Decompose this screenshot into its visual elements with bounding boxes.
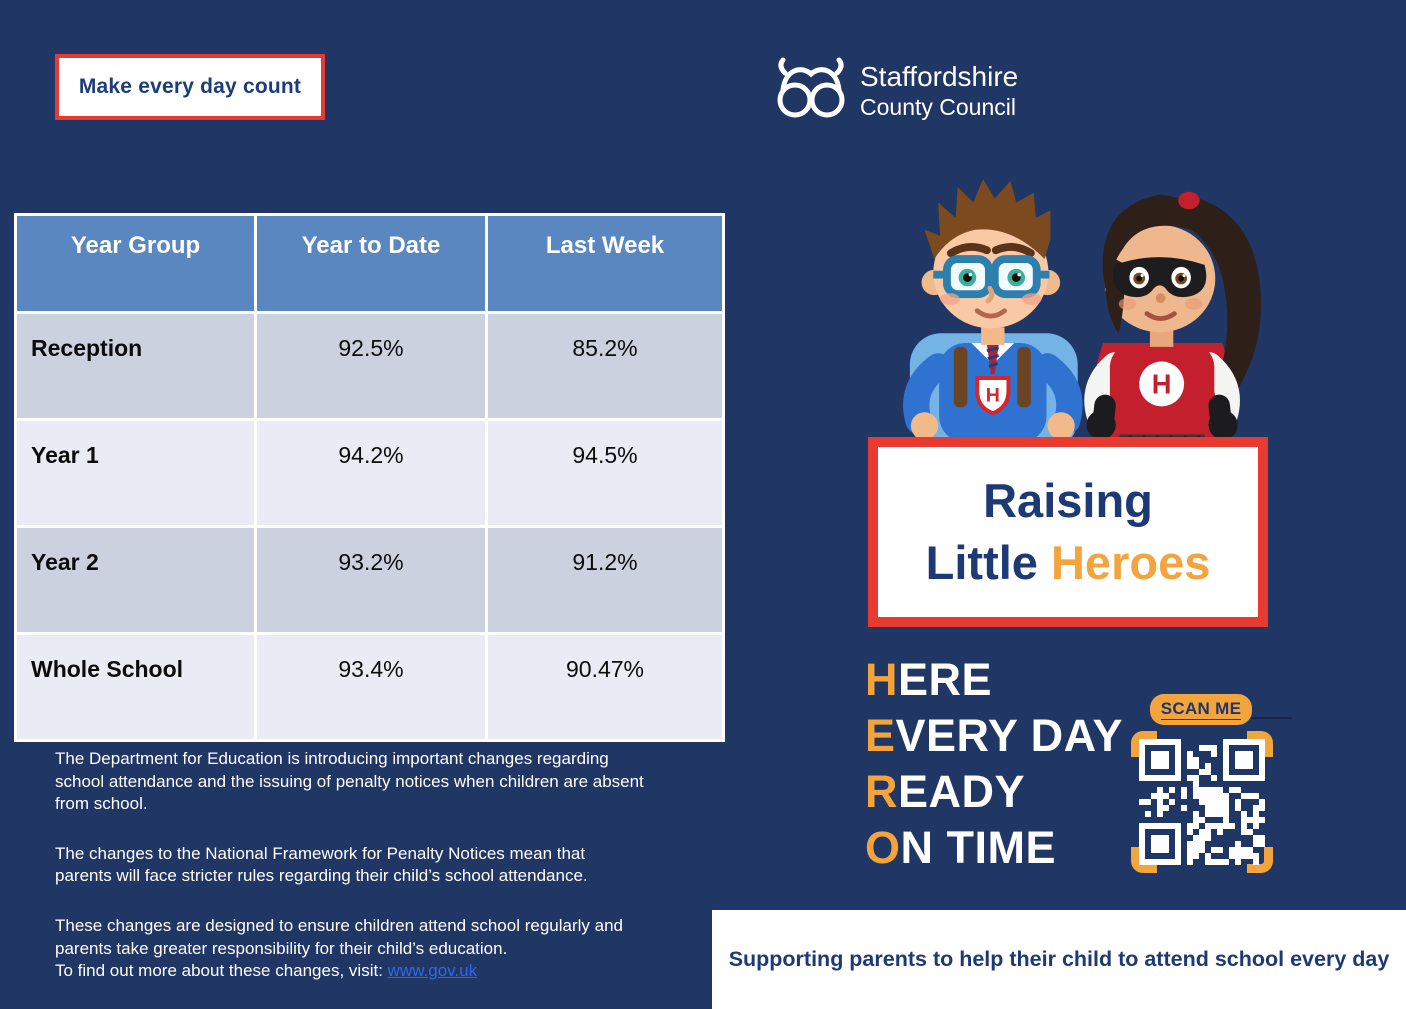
- header-last-week: Last Week: [488, 216, 722, 311]
- logo-line-2: County Council: [860, 93, 1016, 120]
- year-group-cell: Year 1: [17, 421, 254, 525]
- logo-line-1: Staffordshire: [860, 61, 1019, 92]
- acrostic-line-3: READY: [865, 764, 1123, 820]
- year-to-date-cell: 93.4%: [257, 635, 485, 739]
- qr-corner-bracket-top-left: [1131, 731, 1157, 757]
- footer-text: Supporting parents to help their child t…: [728, 947, 1390, 971]
- header-year-to-date: Year to Date: [257, 216, 485, 311]
- last-week-cell: 91.2%: [488, 528, 722, 632]
- acrostic-rest: EADY: [898, 766, 1026, 817]
- year-group-cell: Whole School: [17, 635, 254, 739]
- make-every-day-count-badge: Make every day count: [55, 54, 325, 120]
- attendance-table: Year Group Year to Date Last Week Recept…: [14, 213, 725, 742]
- acrostic-initial: O: [865, 822, 901, 873]
- info-paragraph-2: The changes to the National Framework fo…: [55, 843, 588, 886]
- acrostic-initial: H: [865, 654, 898, 705]
- gov-uk-link[interactable]: www.gov.uk: [387, 961, 478, 981]
- last-week-cell: 90.47%: [488, 635, 722, 739]
- info-paragraphs: The Department for Education is introduc…: [55, 748, 645, 1009]
- hero-boy: H: [903, 179, 1083, 453]
- acrostic-initial: E: [865, 710, 896, 761]
- qr-code-pattern: [1139, 739, 1265, 865]
- scan-me-underline: [1252, 717, 1292, 719]
- table-row: Year 2 93.2% 91.2%: [17, 528, 722, 632]
- hero-acrostic: HERE EVERY DAY READY ON TIME: [865, 652, 1123, 876]
- info-paragraph-3: These changes are designed to ensure chi…: [55, 915, 645, 983]
- table-row: Year 1 94.2% 94.5%: [17, 421, 722, 525]
- hero-badge-letter: H: [986, 385, 1000, 407]
- qr-code: [1131, 731, 1273, 873]
- scan-me-label: SCAN ME: [1160, 699, 1242, 720]
- info-paragraph-3-text: These changes are designed to ensure chi…: [55, 916, 623, 958]
- year-to-date-cell: 92.5%: [257, 314, 485, 418]
- hero-box-line-1: Raising: [983, 474, 1153, 527]
- year-group-cell: Year 2: [17, 528, 254, 632]
- acrostic-line-1: HERE: [865, 652, 1123, 708]
- table-header-row: Year Group Year to Date Last Week: [17, 216, 722, 311]
- info-paragraph-1: The Department for Education is introduc…: [55, 749, 644, 814]
- hero-box-line-2: Little Heroes: [926, 532, 1211, 594]
- acrostic-line-4: ON TIME: [865, 820, 1123, 876]
- council-logo-text: Staffordshire County Council: [860, 61, 1019, 120]
- last-week-cell: 85.2%: [488, 314, 722, 418]
- council-logo: Staffordshire County Council: [770, 56, 1018, 127]
- acrostic-initial: R: [865, 766, 898, 817]
- acrostic-rest: VERY DAY: [895, 710, 1123, 761]
- year-to-date-cell: 93.2%: [257, 528, 485, 632]
- year-to-date-cell: 94.2%: [257, 421, 485, 525]
- qr-corner-bracket-bottom-left: [1131, 847, 1157, 873]
- table-row: Reception 92.5% 85.2%: [17, 314, 722, 418]
- footer-bar: Supporting parents to help their child t…: [712, 910, 1406, 1009]
- badge-text: Make every day count: [78, 75, 302, 98]
- acrostic-line-2: EVERY DAY: [865, 708, 1123, 764]
- staffordshire-knot-icon: [770, 56, 852, 127]
- link-prefix-text: To find out more about these changes, vi…: [55, 961, 388, 981]
- hero-kids-illustration: H: [856, 140, 1276, 463]
- hero-box-heroes: Heroes: [1050, 536, 1211, 589]
- qr-corner-bracket-bottom-right: [1247, 847, 1273, 873]
- scan-me-badge: SCAN ME: [1150, 694, 1252, 725]
- acrostic-rest: N TIME: [900, 822, 1057, 873]
- hero-box-little: Little: [925, 536, 1051, 589]
- raising-little-heroes-box: Raising Little Heroes: [868, 437, 1268, 627]
- hero-badge-letter: H: [1152, 369, 1172, 400]
- hero-girl: H: [1084, 191, 1261, 463]
- qr-corner-bracket-top-right: [1247, 731, 1273, 757]
- header-year-group: Year Group: [17, 216, 254, 311]
- acrostic-rest: ERE: [898, 654, 993, 705]
- last-week-cell: 94.5%: [488, 421, 722, 525]
- table-row: Whole School 93.4% 90.47%: [17, 635, 722, 739]
- year-group-cell: Reception: [17, 314, 254, 418]
